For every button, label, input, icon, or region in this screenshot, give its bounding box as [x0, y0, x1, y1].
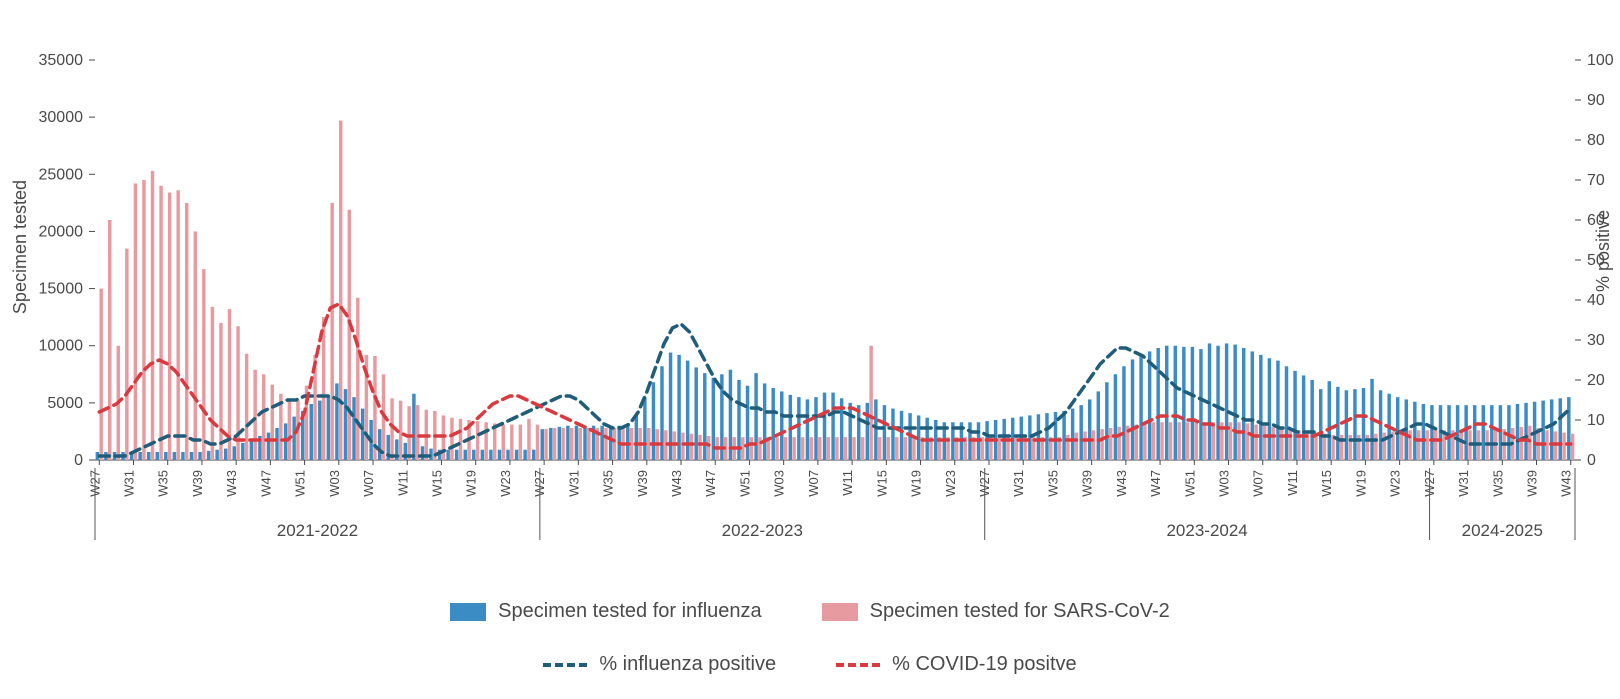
svg-text:W47: W47 — [703, 470, 718, 497]
svg-text:W39: W39 — [1525, 470, 1540, 497]
svg-text:W43: W43 — [1114, 470, 1129, 497]
legend-item-flu-bar: Specimen tested for influenza — [450, 600, 762, 623]
svg-text:W07: W07 — [806, 470, 821, 497]
svg-text:W07: W07 — [1251, 470, 1266, 497]
svg-text:W47: W47 — [258, 470, 273, 497]
svg-text:2023-2024: 2023-2024 — [1166, 521, 1247, 540]
svg-text:W35: W35 — [156, 470, 171, 497]
svg-text:5000: 5000 — [47, 395, 83, 412]
svg-text:70: 70 — [1587, 172, 1605, 189]
svg-text:35000: 35000 — [39, 52, 84, 69]
legend-item-flu-line: % influenza positive — [543, 653, 776, 676]
svg-text:W15: W15 — [874, 470, 889, 497]
chart-container: Specimen tested % positive 0500010000150… — [0, 0, 1620, 699]
svg-text:W03: W03 — [327, 470, 342, 497]
svg-text:W31: W31 — [566, 470, 581, 497]
svg-text:100: 100 — [1587, 52, 1614, 69]
svg-text:60: 60 — [1587, 212, 1605, 229]
svg-text:W15: W15 — [1319, 470, 1334, 497]
svg-text:80: 80 — [1587, 132, 1605, 149]
svg-text:W43: W43 — [669, 470, 684, 497]
svg-text:W23: W23 — [943, 470, 958, 497]
legend-swatch-flu-bar — [450, 603, 486, 621]
svg-text:W11: W11 — [1285, 470, 1300, 496]
svg-text:W31: W31 — [121, 470, 136, 497]
svg-text:W31: W31 — [1456, 470, 1471, 497]
svg-text:2022-2023: 2022-2023 — [722, 521, 803, 540]
svg-text:15000: 15000 — [39, 281, 84, 298]
legend-label: % influenza positive — [599, 653, 776, 676]
legend-swatch-flu-line — [543, 663, 587, 667]
svg-text:W39: W39 — [635, 470, 650, 497]
svg-text:10: 10 — [1587, 412, 1605, 429]
svg-text:W43: W43 — [1559, 470, 1574, 497]
svg-text:W11: W11 — [395, 470, 410, 496]
svg-text:W07: W07 — [361, 470, 376, 497]
svg-text:W51: W51 — [293, 470, 308, 497]
svg-text:W43: W43 — [224, 470, 239, 497]
svg-text:W19: W19 — [464, 470, 479, 497]
svg-text:W31: W31 — [1011, 470, 1026, 497]
legend-label: Specimen tested for influenza — [498, 600, 762, 623]
svg-text:50: 50 — [1587, 252, 1605, 269]
plot-area: 0 5000 10000 15000 20000 25000 30000 35000 0 10 20… — [0, 0, 1620, 580]
svg-text:2021-2022: 2021-2022 — [277, 521, 358, 540]
svg-text:W47: W47 — [1148, 470, 1163, 497]
svg-text:W51: W51 — [737, 470, 752, 497]
svg-text:W23: W23 — [498, 470, 513, 497]
legend-label: % COVID-19 positve — [892, 653, 1077, 676]
svg-text:W03: W03 — [772, 470, 787, 497]
svg-text:40: 40 — [1587, 292, 1605, 309]
svg-text:20: 20 — [1587, 372, 1605, 389]
svg-text:W39: W39 — [1080, 470, 1095, 497]
svg-text:90: 90 — [1587, 92, 1605, 109]
svg-text:W51: W51 — [1182, 470, 1197, 497]
svg-text:W23: W23 — [1388, 470, 1403, 497]
svg-text:0: 0 — [1587, 452, 1596, 469]
svg-text:W35: W35 — [1045, 470, 1060, 497]
legend: Specimen tested for influenza Specimen t… — [360, 600, 1260, 676]
svg-text:W15: W15 — [429, 470, 444, 497]
svg-text:20000: 20000 — [39, 223, 84, 240]
legend-swatch-sars-bar — [822, 603, 858, 621]
legend-item-sars-bar: Specimen tested for SARS-CoV-2 — [822, 600, 1170, 623]
svg-text:W19: W19 — [909, 470, 924, 497]
legend-label: Specimen tested for SARS-CoV-2 — [870, 600, 1170, 623]
svg-text:W19: W19 — [1353, 470, 1368, 497]
svg-text:0: 0 — [74, 452, 83, 469]
svg-text:W35: W35 — [1490, 470, 1505, 497]
svg-text:W35: W35 — [601, 470, 616, 497]
svg-text:10000: 10000 — [39, 338, 84, 355]
svg-text:W03: W03 — [1217, 470, 1232, 497]
svg-text:30000: 30000 — [39, 109, 84, 126]
svg-text:2024-2025: 2024-2025 — [1462, 521, 1543, 540]
svg-text:30: 30 — [1587, 332, 1605, 349]
legend-swatch-covid-line — [836, 663, 880, 667]
svg-text:25000: 25000 — [39, 166, 84, 183]
svg-text:W11: W11 — [840, 470, 855, 496]
legend-item-covid-line: % COVID-19 positve — [836, 653, 1077, 676]
svg-text:W39: W39 — [190, 470, 205, 497]
